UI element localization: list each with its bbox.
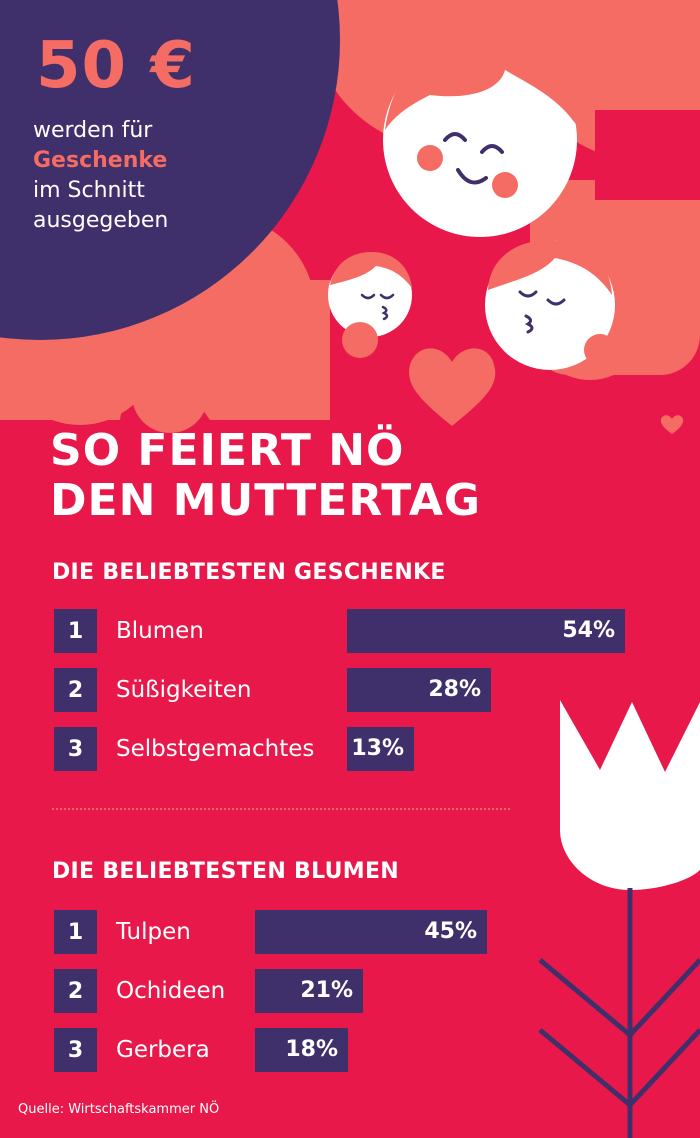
- flowers-rank-1: 1: [54, 910, 97, 954]
- flowers-bar-1: [255, 910, 487, 954]
- caption-line-4: ausgegeben: [33, 208, 169, 233]
- gifts-category-3: Selbstgemachtes: [116, 736, 315, 762]
- caption-line-3: im Schnitt: [33, 178, 145, 203]
- average-spend-amount: 50 €: [36, 29, 196, 103]
- gifts-bar-3: [347, 727, 414, 771]
- flowers-value-1: 45%: [424, 919, 477, 944]
- gifts-category-1: Blumen: [116, 618, 204, 644]
- gifts-rank-2: 2: [54, 668, 97, 712]
- flowers-category-3: Gerbera: [116, 1037, 210, 1063]
- child-face-icon: [485, 240, 616, 370]
- caption-line-1: werden für: [33, 118, 153, 143]
- hero-circle: [0, 0, 340, 340]
- gifts-rank-3: 3: [54, 727, 97, 771]
- flowers-category-1: Tulpen: [116, 919, 191, 945]
- flowers-rank-2: 2: [54, 969, 97, 1013]
- gifts-bar-1: [347, 609, 625, 653]
- caption-line-2: Geschenke: [33, 148, 168, 173]
- title-line-1: SO FEIERT NÖ: [50, 425, 405, 476]
- gifts-bar-2: [347, 668, 491, 712]
- section-divider: [52, 808, 510, 810]
- gifts-value-2: 28%: [428, 677, 481, 702]
- tiny-heart-icon: [660, 415, 684, 434]
- small-heart-icon: [409, 348, 496, 426]
- mother-face-icon: [383, 40, 580, 237]
- flowers-value-2: 21%: [300, 978, 353, 1003]
- gifts-chart-title: DIE BELIEBTESTEN GESCHENKE: [52, 560, 446, 585]
- title-line-2: DEN MUTTERTAG: [50, 475, 481, 526]
- flowers-value-3: 18%: [285, 1037, 338, 1062]
- tulip-icon: [538, 700, 700, 1138]
- flowers-bar-2: [255, 969, 363, 1013]
- flowers-chart-title: DIE BELIEBTESTEN BLUMEN: [52, 859, 400, 884]
- flowers-category-2: Ochideen: [116, 978, 226, 1004]
- page-title: SO FEIERT NÖ DEN MUTTERTAG: [50, 426, 481, 526]
- gifts-rank-1: 1: [54, 609, 97, 653]
- baby-face-icon: [328, 252, 412, 358]
- flowers-rank-3: 3: [54, 1028, 97, 1072]
- flowers-bar-3: [255, 1028, 348, 1072]
- gifts-value-3: 13%: [351, 736, 404, 761]
- gifts-value-1: 54%: [562, 618, 615, 643]
- source-credit: Quelle: Wirtschaftskammer NÖ: [18, 1102, 220, 1117]
- gifts-category-2: Süßigkeiten: [116, 677, 252, 703]
- average-spend-caption: werden für Geschenke im Schnitt ausgegeb…: [33, 116, 168, 236]
